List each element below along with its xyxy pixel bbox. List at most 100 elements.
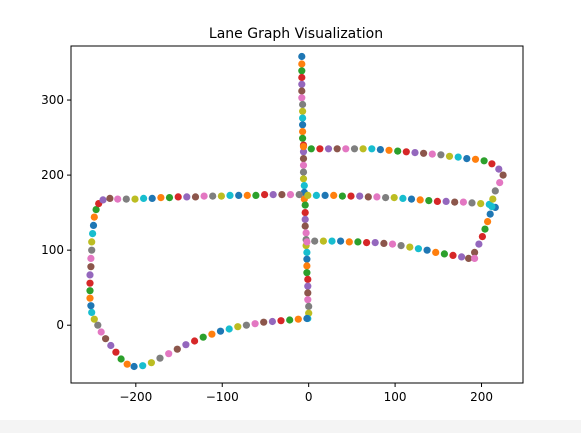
data-point-lane2-23: [495, 165, 503, 173]
data-point-lane1-30: [87, 302, 95, 310]
data-point-lane1-53: [174, 193, 182, 201]
data-point-lane1-5: [260, 318, 268, 326]
data-point-lane2-29: [486, 210, 494, 218]
data-point-lane2-10: [385, 146, 393, 154]
data-point-lane1-19: [139, 362, 147, 370]
data-point-lane3-14: [423, 246, 431, 254]
data-point-lane3-1: [311, 237, 319, 245]
data-point-lane3-19: [465, 254, 473, 262]
data-point-lane1-27: [94, 321, 102, 329]
data-point-lane0-30: [303, 255, 311, 263]
data-point-lane2-4: [333, 145, 341, 153]
data-point-lane2-12: [402, 148, 410, 156]
data-point-lane1-79: [399, 194, 407, 202]
data-point-lane3-15: [432, 248, 440, 256]
data-point-lane0-19: [300, 182, 308, 190]
data-point-lane1-61: [243, 191, 251, 199]
data-point-lane2-8: [368, 145, 376, 153]
data-point-lane1-41: [90, 213, 98, 221]
plot-frame: [70, 45, 524, 384]
data-point-lane0-5: [298, 87, 306, 95]
data-point-lane2-18: [454, 153, 462, 161]
data-point-lane2-7: [359, 145, 367, 153]
data-point-lane0-9: [299, 114, 307, 122]
data-point-lane1-26: [97, 328, 105, 336]
data-point-lane3-20: [471, 254, 479, 262]
data-point-lane0-8: [299, 107, 307, 115]
data-point-lane1-24: [107, 341, 115, 350]
data-point-lane0-34: [304, 282, 312, 290]
data-point-lane1-62: [252, 191, 260, 199]
data-point-lane0-18: [299, 175, 308, 183]
data-point-lane1-52: [165, 194, 174, 202]
x-tick-label: 0: [305, 390, 313, 404]
data-point-lane1-63: [261, 191, 269, 199]
data-point-lane2-3: [324, 145, 333, 153]
data-point-lane1-68: [304, 191, 312, 199]
data-point-lane2-28: [488, 203, 496, 211]
data-point-lane3-12: [406, 243, 414, 251]
data-point-lane1-37: [88, 246, 96, 254]
data-point-lane2-13: [411, 149, 419, 157]
data-point-lane1-17: [156, 354, 164, 362]
data-point-lane2-25: [496, 179, 504, 187]
data-point-lane0-1: [298, 60, 306, 68]
data-point-lane1-88: [477, 200, 485, 208]
data-point-lane1-56: [200, 192, 208, 200]
data-point-lane2-2: [316, 145, 324, 153]
data-point-lane1-42: [92, 206, 100, 214]
data-point-lane2-16: [437, 151, 445, 159]
data-point-lane1-6: [251, 320, 259, 328]
data-point-lane3-11: [397, 242, 405, 250]
data-point-lane0-14: [299, 148, 308, 156]
data-point-lane1-13: [191, 337, 199, 345]
data-point-lane1-81: [416, 196, 424, 204]
data-point-lane1-74: [356, 192, 364, 200]
data-point-lane2-5: [342, 145, 350, 153]
data-point-lane1-60: [235, 191, 243, 199]
data-point-lane3-0: [303, 238, 311, 246]
data-point-lane3-7: [363, 239, 371, 247]
data-point-lane0-17: [299, 168, 308, 176]
data-point-lane1-87: [468, 199, 476, 207]
data-point-lane1-29: [88, 308, 96, 316]
data-point-lane1-70: [321, 191, 329, 199]
data-point-lane1-4: [268, 317, 276, 326]
data-point-lane1-36: [87, 254, 95, 262]
data-point-lane1-65: [278, 191, 286, 199]
data-point-lane0-12: [299, 134, 307, 142]
data-point-lane2-27: [489, 195, 497, 203]
x-tick-label: −100: [206, 390, 239, 404]
data-point-lane1-44: [99, 196, 107, 204]
data-point-lane2-30: [484, 218, 492, 226]
data-point-lane1-86: [459, 198, 467, 206]
data-point-lane1-35: [87, 263, 95, 271]
data-point-lane2-24: [499, 171, 507, 179]
data-point-lane1-22: [117, 355, 125, 363]
data-point-lane1-58: [217, 192, 225, 200]
data-point-lane1-11: [208, 330, 216, 338]
data-point-lane2-15: [428, 150, 436, 158]
data-point-lane1-40: [89, 221, 98, 229]
data-point-lane2-9: [376, 146, 384, 154]
data-point-lane0-37: [305, 302, 313, 310]
data-point-lane1-85: [451, 198, 459, 206]
data-point-lane0-3: [298, 73, 306, 82]
data-point-lane1-16: [165, 350, 173, 358]
data-point-lane0-7: [299, 100, 307, 109]
data-point-lane0-33: [304, 275, 312, 283]
data-point-lane1-48: [131, 195, 139, 203]
window-bottom-strip: [0, 420, 581, 433]
data-point-lane1-51: [157, 194, 165, 202]
data-point-lane0-10: [299, 121, 307, 129]
data-point-lane1-32: [86, 287, 94, 295]
data-point-lane1-75: [364, 193, 372, 201]
data-point-lane1-18: [147, 359, 155, 367]
data-point-lane1-7: [242, 321, 250, 329]
data-point-lane1-64: [269, 191, 277, 199]
data-point-lane1-34: [86, 271, 94, 279]
data-point-lane2-0: [299, 143, 308, 151]
data-point-lane1-25: [102, 335, 110, 343]
data-point-lane1-14: [182, 341, 190, 349]
